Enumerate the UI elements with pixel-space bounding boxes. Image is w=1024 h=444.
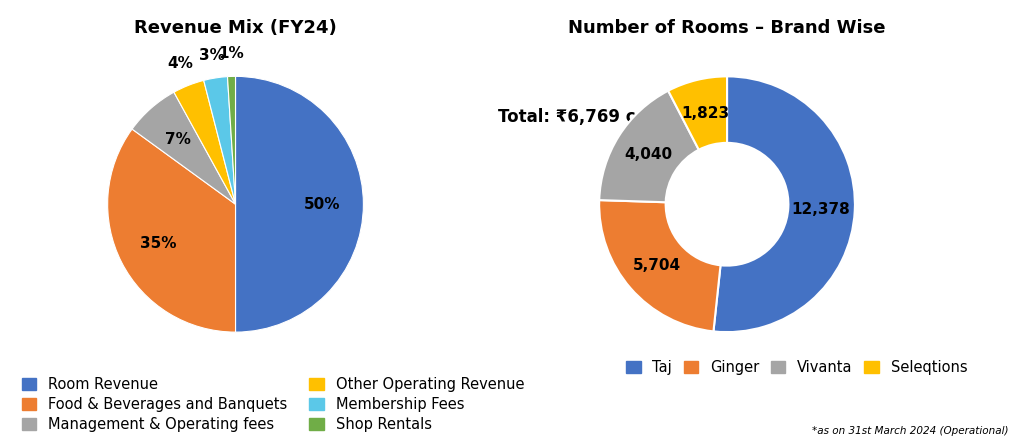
Text: 50%: 50% xyxy=(304,197,341,212)
Text: *as on 31st March 2024 (Operational): *as on 31st March 2024 (Operational) xyxy=(812,426,1009,436)
Title: Revenue Mix (FY24): Revenue Mix (FY24) xyxy=(134,19,337,37)
Text: 1%: 1% xyxy=(218,46,244,61)
Text: 7%: 7% xyxy=(165,131,190,147)
Wedge shape xyxy=(108,129,236,332)
Text: 4,040: 4,040 xyxy=(624,147,672,162)
Wedge shape xyxy=(174,80,236,204)
Text: 5,704: 5,704 xyxy=(633,258,681,273)
Wedge shape xyxy=(236,76,364,332)
Wedge shape xyxy=(669,76,727,150)
Legend: Room Revenue, Food & Beverages and Banquets, Management & Operating fees, Other : Room Revenue, Food & Beverages and Banqu… xyxy=(17,373,528,437)
Legend: Taj, Ginger, Vivanta, Seleqtions: Taj, Ginger, Vivanta, Seleqtions xyxy=(622,355,972,379)
Title: Number of Rooms – Brand Wise: Number of Rooms – Brand Wise xyxy=(568,19,886,37)
Wedge shape xyxy=(599,91,698,202)
Wedge shape xyxy=(204,77,236,204)
Text: 35%: 35% xyxy=(140,236,176,251)
Text: 4%: 4% xyxy=(167,56,193,71)
Wedge shape xyxy=(599,200,721,331)
Wedge shape xyxy=(227,76,236,204)
Text: 1,823: 1,823 xyxy=(681,106,729,121)
Text: 12,378: 12,378 xyxy=(791,202,850,217)
Text: Total: ₹6,769 cr: Total: ₹6,769 cr xyxy=(499,108,644,127)
Wedge shape xyxy=(132,92,236,204)
Text: 3%: 3% xyxy=(199,48,225,63)
Wedge shape xyxy=(714,76,855,332)
